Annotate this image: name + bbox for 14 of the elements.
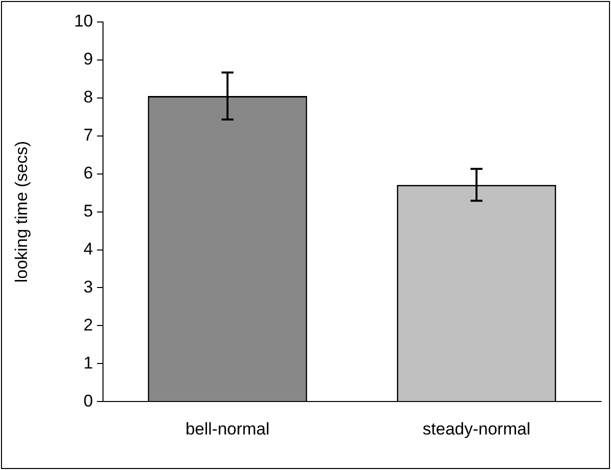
y-tick-label: 5 [84, 201, 93, 220]
y-tick-label: 2 [84, 315, 93, 334]
x-tick-label: bell-normal [185, 419, 270, 438]
y-tick-label: 6 [84, 164, 93, 183]
y-axis-title: looking time (secs) [12, 140, 31, 283]
y-tick-label: 10 [74, 12, 93, 31]
y-tick-label: 1 [84, 353, 93, 372]
y-tick-label: 8 [84, 88, 93, 107]
y-tick-label: 3 [84, 277, 93, 296]
y-tick-label: 4 [84, 239, 93, 258]
y-tick-label: 9 [84, 50, 93, 69]
y-tick-label: 7 [84, 126, 93, 145]
y-tick-label: 0 [84, 391, 93, 410]
x-tick-label: steady-normal [422, 419, 530, 438]
